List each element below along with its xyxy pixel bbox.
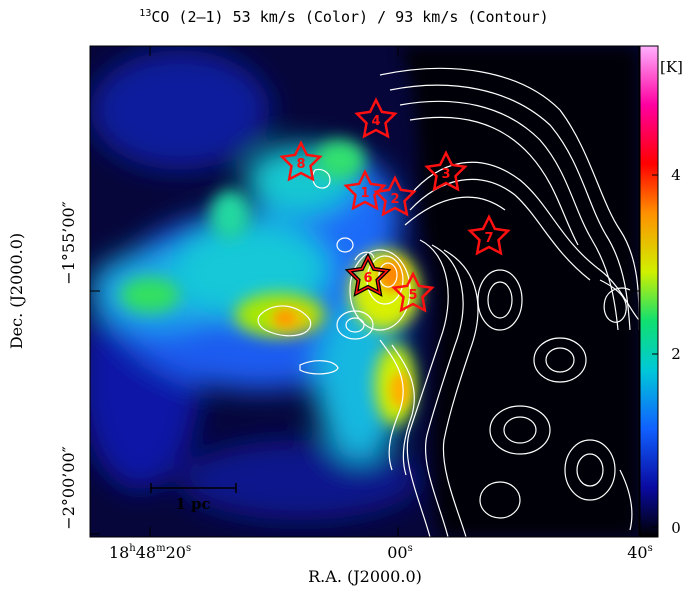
x-tick-label-2: 00s bbox=[387, 543, 413, 562]
x-axis-label: R.A. (J2000.0) bbox=[308, 567, 422, 586]
colorbar-tick-4: 4 bbox=[671, 166, 681, 184]
star-label-2: 2 bbox=[390, 192, 399, 207]
y-tick-label-2: −2°00’00″ bbox=[59, 446, 78, 529]
star-label-8: 8 bbox=[296, 157, 305, 172]
scale-bar-label: 1 pc bbox=[175, 495, 210, 513]
title-superscript: 13 bbox=[139, 8, 151, 19]
star-marker-3: 3 bbox=[424, 150, 468, 192]
star-label-6: 6 bbox=[363, 271, 372, 286]
x-tick-label-3: 40s bbox=[627, 543, 653, 562]
colorbar-unit: [K] bbox=[660, 58, 683, 76]
colorbar-tick-0: 0 bbox=[671, 519, 681, 537]
star-marker-4: 4 bbox=[354, 97, 398, 139]
plot-title: 13CO (2–1) 53 km/s (Color) / 93 km/s (Co… bbox=[139, 8, 548, 26]
scale-bar bbox=[150, 483, 237, 493]
y-tick-label-1: −1°55’00″ bbox=[59, 201, 78, 284]
star-marker-6: 6 bbox=[344, 252, 392, 297]
colorbar-ticks bbox=[652, 174, 658, 528]
star-marker-8: 8 bbox=[279, 140, 323, 182]
star-marker-7: 7 bbox=[467, 214, 511, 256]
star-marker-1: 1 bbox=[343, 169, 387, 211]
star-marker-2: 2 bbox=[373, 175, 417, 217]
star-label-3: 3 bbox=[441, 167, 450, 182]
y-axis-label: Dec. (J2000.0) bbox=[7, 233, 26, 349]
contour-lines bbox=[257, 67, 639, 537]
star-marker-5: 5 bbox=[391, 271, 435, 313]
star-label-5: 5 bbox=[408, 288, 417, 303]
source-markers: 1 2 3 4 5 6 7 8 bbox=[279, 97, 511, 313]
colorbar bbox=[639, 45, 659, 538]
colorbar-tick-2: 2 bbox=[671, 345, 681, 363]
axis-ticks bbox=[90, 46, 640, 537]
title-text: CO (2–1) 53 km/s (Color) / 93 km/s (Cont… bbox=[151, 8, 548, 26]
star-label-1: 1 bbox=[360, 186, 369, 201]
star-label-4: 4 bbox=[371, 114, 380, 129]
star-label-7: 7 bbox=[484, 231, 493, 246]
x-tick-label-1: 18h48m20s bbox=[109, 543, 191, 562]
